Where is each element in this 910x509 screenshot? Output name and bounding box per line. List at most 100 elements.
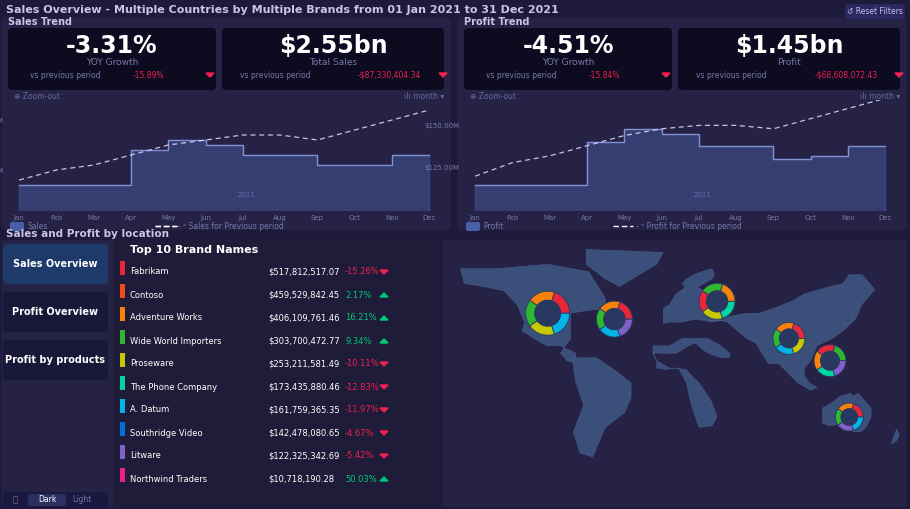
Wedge shape: [526, 300, 537, 326]
Text: $122,325,342.69: $122,325,342.69: [268, 451, 339, 461]
Wedge shape: [833, 346, 846, 361]
Text: Northwind Traders: Northwind Traders: [130, 474, 207, 484]
Circle shape: [535, 300, 561, 326]
Text: YOY Growth: YOY Growth: [86, 58, 138, 67]
Bar: [120, 445, 125, 459]
Wedge shape: [596, 308, 606, 330]
Polygon shape: [380, 477, 388, 481]
Text: - ᵒ Sales for Previous period: - ᵒ Sales for Previous period: [178, 221, 284, 231]
Text: -12.83%: -12.83%: [345, 382, 379, 391]
Text: Total Sales: Total Sales: [308, 58, 357, 67]
Text: Dark: Dark: [38, 495, 56, 504]
Bar: [2, 240, 907, 507]
Text: -4.51%: -4.51%: [522, 34, 613, 58]
Text: ⊕ Zoom-out: ⊕ Zoom-out: [470, 92, 516, 100]
Text: Profit Overview: Profit Overview: [12, 307, 98, 317]
Text: ⓘ: ⓘ: [13, 495, 18, 504]
FancyBboxPatch shape: [845, 4, 905, 19]
Text: 50.03%: 50.03%: [345, 474, 377, 484]
Polygon shape: [843, 310, 853, 325]
Polygon shape: [663, 284, 730, 324]
Circle shape: [604, 308, 625, 329]
Polygon shape: [380, 431, 388, 435]
Polygon shape: [823, 393, 871, 432]
Wedge shape: [530, 291, 554, 306]
Text: -15.89%: -15.89%: [133, 71, 165, 79]
Polygon shape: [652, 338, 730, 428]
Text: $303,700,472.77: $303,700,472.77: [268, 336, 339, 346]
Wedge shape: [817, 366, 835, 377]
Text: vs previous period: vs previous period: [30, 71, 101, 79]
FancyBboxPatch shape: [466, 222, 480, 231]
Text: ⊕ Zoom-out: ⊕ Zoom-out: [14, 92, 60, 100]
Text: 16.21%: 16.21%: [345, 314, 377, 323]
Wedge shape: [703, 307, 723, 319]
FancyBboxPatch shape: [464, 28, 672, 90]
Polygon shape: [380, 454, 388, 458]
Wedge shape: [600, 301, 620, 313]
FancyBboxPatch shape: [3, 292, 108, 332]
Polygon shape: [892, 429, 899, 444]
Text: $517,812,517.07: $517,812,517.07: [268, 268, 339, 276]
Circle shape: [780, 329, 798, 348]
FancyBboxPatch shape: [3, 340, 108, 380]
Text: Profit by products: Profit by products: [5, 355, 105, 365]
Text: Sales and Profit by location: Sales and Profit by location: [6, 229, 169, 239]
Wedge shape: [699, 291, 709, 312]
FancyBboxPatch shape: [2, 18, 451, 230]
Polygon shape: [380, 316, 388, 320]
Bar: [120, 330, 125, 344]
Polygon shape: [460, 264, 605, 363]
Bar: [120, 261, 125, 275]
Text: Fabrikam: Fabrikam: [130, 268, 168, 276]
Polygon shape: [895, 73, 903, 77]
Text: Litware: Litware: [130, 451, 161, 461]
Text: Sales: Sales: [27, 221, 47, 231]
Text: -4.67%: -4.67%: [345, 429, 375, 438]
Text: Proseware: Proseware: [130, 359, 174, 369]
Text: -15.26%: -15.26%: [345, 268, 379, 276]
Text: Wide World Importers: Wide World Importers: [130, 336, 221, 346]
Wedge shape: [817, 345, 835, 355]
FancyBboxPatch shape: [113, 240, 443, 507]
Bar: [120, 468, 125, 482]
Text: vs previous period: vs previous period: [696, 71, 766, 79]
Polygon shape: [380, 408, 388, 412]
Wedge shape: [838, 422, 854, 431]
Polygon shape: [380, 293, 388, 297]
Polygon shape: [380, 385, 388, 389]
Wedge shape: [792, 323, 805, 338]
Circle shape: [841, 409, 857, 425]
Text: -$68,608,072.43: -$68,608,072.43: [815, 71, 878, 79]
Text: -$87,330,404.34: -$87,330,404.34: [358, 71, 421, 79]
Polygon shape: [380, 362, 388, 366]
Polygon shape: [573, 358, 631, 457]
Wedge shape: [773, 329, 782, 348]
Text: $142,478,080.65: $142,478,080.65: [268, 429, 339, 438]
Polygon shape: [380, 339, 388, 343]
FancyBboxPatch shape: [10, 222, 24, 231]
Text: $1.45bn: $1.45bn: [734, 34, 844, 58]
Wedge shape: [618, 319, 632, 336]
Wedge shape: [530, 321, 554, 335]
Polygon shape: [380, 270, 388, 274]
Polygon shape: [439, 73, 447, 77]
Text: 2021: 2021: [238, 192, 255, 198]
Bar: [120, 307, 125, 321]
Wedge shape: [838, 403, 854, 412]
Polygon shape: [708, 275, 875, 390]
Text: The Phone Company: The Phone Company: [130, 382, 217, 391]
FancyBboxPatch shape: [3, 492, 108, 508]
Polygon shape: [586, 249, 663, 287]
Text: Profit: Profit: [777, 58, 801, 67]
Wedge shape: [703, 284, 723, 295]
Circle shape: [707, 291, 727, 312]
Wedge shape: [618, 302, 632, 319]
Bar: [120, 284, 125, 298]
Wedge shape: [792, 338, 805, 354]
Wedge shape: [721, 301, 735, 319]
FancyBboxPatch shape: [458, 18, 907, 230]
Text: ılı month ▾: ılı month ▾: [404, 92, 444, 100]
Text: $173,435,880.46: $173,435,880.46: [268, 382, 339, 391]
Text: -3.31%: -3.31%: [66, 34, 157, 58]
